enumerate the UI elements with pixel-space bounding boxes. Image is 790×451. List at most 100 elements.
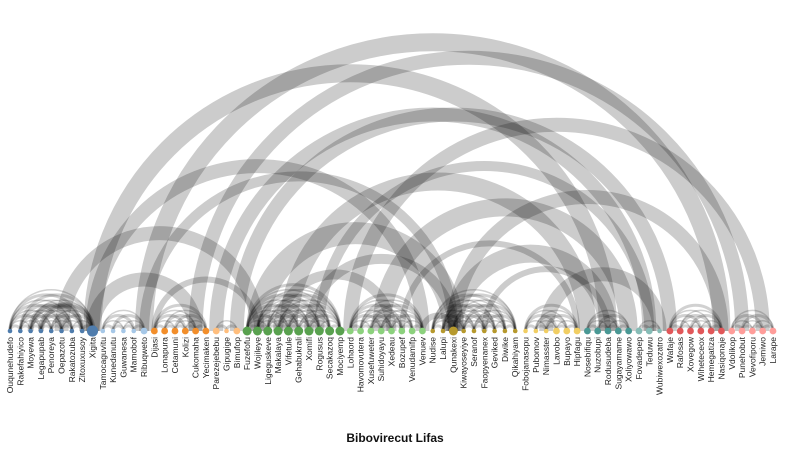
node-label-10: Kunedanutu: [108, 337, 118, 383]
group-arc-42: [111, 314, 146, 332]
node-label-23: Fuzefofu: [242, 337, 252, 370]
group-arc-37: [102, 320, 125, 332]
node-label-63: Wubiwexozatro: [655, 337, 665, 395]
node-51: [533, 328, 539, 334]
node-label-28: Gehabukrali: [294, 337, 304, 383]
group-arc-133: [390, 314, 424, 332]
node-label-60: Xoliyowawo: [624, 337, 634, 382]
node-label-15: Lonapura: [160, 337, 170, 373]
group-arc-214: [700, 320, 723, 332]
group-arc-139: [431, 314, 466, 332]
group-arc-196: [607, 320, 630, 332]
group-arc-125: [370, 309, 413, 332]
group-arc-124: [369, 314, 404, 332]
node-33: [346, 327, 354, 335]
node-label-33: Lohaord: [345, 337, 355, 368]
group-arc-59: [184, 320, 207, 332]
group-arc-2: [8, 314, 43, 332]
node-41: [430, 328, 436, 334]
node-69: [718, 327, 725, 335]
group-arc-157: [452, 299, 516, 332]
group-arc-203: [668, 314, 703, 332]
group-arc-123: [370, 320, 393, 332]
node-label-26: Makalaya: [273, 337, 283, 374]
group-arc-175: [524, 314, 558, 332]
group-arc-121: [359, 299, 424, 332]
node-label-61: Fovadepep: [634, 337, 644, 380]
group-arc-7: [9, 289, 94, 332]
node-label-65: Rafosas: [675, 337, 685, 368]
node-label-70: Vdolikop: [727, 337, 737, 370]
node-label-42: Lalupi: [438, 337, 448, 360]
arc-link-19: [273, 269, 397, 332]
node-label-19: Yecimaken: [201, 337, 211, 379]
node-label-62: Teduwu: [644, 337, 654, 367]
arc-link-24: [151, 276, 261, 332]
group-arc-17: [29, 314, 64, 332]
node-label-27: Vifetule: [283, 337, 293, 365]
node-31: [325, 326, 335, 336]
arc-link-15: [444, 244, 618, 332]
group-arc-11: [19, 309, 63, 332]
node-label-18: Cukomaha: [191, 337, 201, 378]
group-arc-24: [40, 309, 83, 332]
group-arc-41: [112, 320, 135, 332]
node-label-55: Hipfagu: [572, 337, 582, 367]
arc-link-4: [246, 222, 465, 332]
node-24: [252, 326, 262, 336]
arc-link-9: [343, 117, 770, 332]
node-50: [523, 328, 528, 334]
node-label-57: Nuzobupi: [593, 337, 603, 373]
node-label-47: Geviked: [490, 337, 500, 368]
node-58: [604, 327, 612, 335]
group-arc-218: [730, 314, 765, 332]
group-arc-50: [152, 303, 208, 332]
node-label-68: Hemegatiza: [706, 337, 716, 383]
node-48: [502, 328, 508, 334]
node-label-64: Wafaje: [665, 337, 675, 363]
group-arc-5: [9, 299, 73, 332]
group-arc-57: [173, 314, 208, 332]
group-arc-66: [245, 314, 280, 332]
group-arc-143: [431, 293, 507, 332]
node-45: [471, 328, 477, 334]
arc-link-20: [304, 254, 459, 332]
node-44: [461, 328, 466, 334]
group-arc-142: [431, 299, 496, 332]
node-67: [697, 327, 705, 335]
group-arc-114: [349, 299, 413, 332]
group-arc-6: [8, 293, 84, 332]
group-arc-16: [29, 320, 52, 332]
group-arc-96: [286, 314, 321, 332]
group-arc-193: [596, 320, 620, 332]
group-arc-165: [472, 314, 507, 332]
group-arc-183: [545, 320, 568, 332]
diagram-title: Bibovirecut Lifas: [346, 431, 444, 445]
node-63: [657, 328, 662, 334]
group-arc-222: [740, 314, 775, 332]
node-72: [748, 327, 756, 335]
group-arc-135: [401, 320, 424, 332]
node-66: [687, 327, 694, 335]
node-label-50: Fobojanasopu: [521, 337, 531, 391]
node-53: [553, 327, 560, 335]
group-arc-221: [741, 320, 764, 332]
arc-link-18: [27, 302, 86, 332]
node-2: [28, 328, 33, 334]
group-arc-181: [535, 309, 578, 332]
group-arc-87: [266, 293, 342, 332]
node-56: [584, 327, 591, 335]
group-arc-54: [163, 309, 207, 332]
node-11: [121, 328, 126, 334]
arc-links: [8, 33, 775, 332]
group-arc-32: [60, 314, 94, 332]
group-arc-38: [101, 314, 136, 332]
group-arc-98: [286, 303, 342, 332]
node-7: [79, 328, 85, 334]
group-arc-207: [679, 320, 702, 332]
group-arc-93: [277, 299, 341, 332]
node-23: [242, 326, 252, 336]
node-49: [512, 328, 518, 334]
group-arc-39: [102, 309, 145, 332]
node-label-43: Qunakexi: [448, 337, 458, 373]
